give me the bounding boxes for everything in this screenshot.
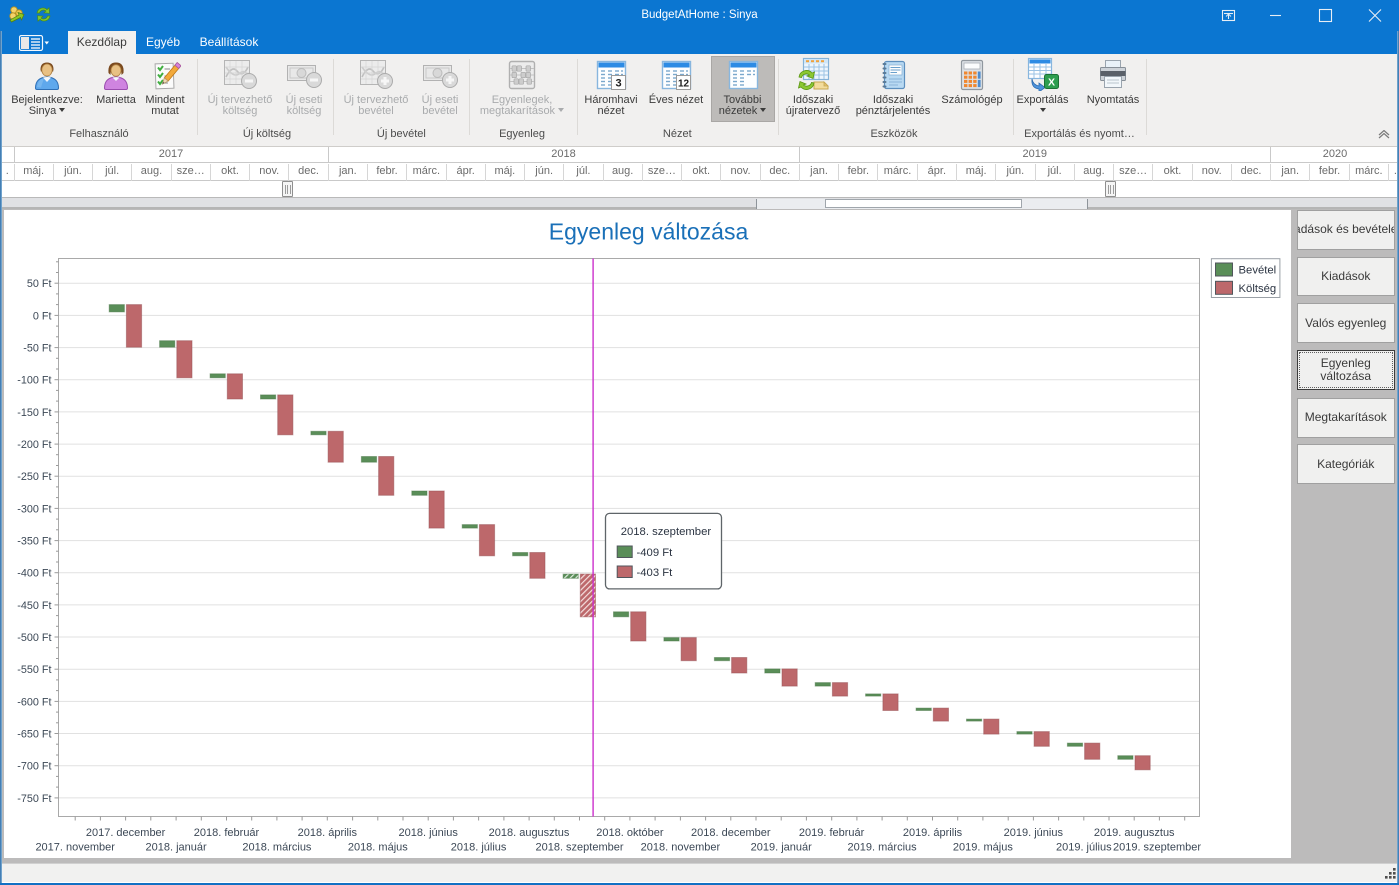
svg-text:2018. május: 2018. május — [348, 841, 408, 853]
svg-text:2019. július: 2019. július — [1056, 841, 1112, 853]
svg-text:2019. augusztus: 2019. augusztus — [1094, 827, 1175, 839]
svg-text:50 Ft: 50 Ft — [27, 278, 52, 290]
svg-text:2018. szeptember: 2018. szeptember — [621, 525, 712, 537]
svg-text:-300 Ft: -300 Ft — [17, 503, 51, 515]
svg-text:-409 Ft: -409 Ft — [637, 547, 674, 559]
svg-text:0 Ft: 0 Ft — [33, 310, 52, 322]
svg-text:X: X — [1047, 77, 1054, 89]
svg-text:-350 Ft: -350 Ft — [17, 535, 51, 547]
svg-text:-450 Ft: -450 Ft — [17, 599, 51, 611]
svg-text:2019. május: 2019. május — [953, 841, 1013, 853]
svg-text:2018. november: 2018. november — [641, 841, 721, 853]
svg-text:-150 Ft: -150 Ft — [17, 406, 51, 418]
svg-text:2018. február: 2018. február — [194, 827, 260, 839]
svg-text:2019. szeptember: 2019. szeptember — [1113, 841, 1201, 853]
svg-text:3: 3 — [615, 78, 621, 90]
svg-text:2018. július: 2018. július — [451, 841, 507, 853]
svg-text:-600 Ft: -600 Ft — [17, 696, 51, 708]
svg-text:-250 Ft: -250 Ft — [17, 471, 51, 483]
svg-text:2018. szeptember: 2018. szeptember — [535, 841, 623, 853]
svg-text:-650 Ft: -650 Ft — [17, 728, 51, 740]
svg-text:Egyenleg változása: Egyenleg változása — [549, 218, 749, 244]
svg-text:2018. január: 2018. január — [146, 841, 207, 853]
svg-text:2019. január: 2019. január — [751, 841, 812, 853]
svg-text:2018. október: 2018. október — [596, 827, 664, 839]
svg-text:2018. március: 2018. március — [242, 841, 312, 853]
svg-text:2017. november: 2017. november — [35, 841, 115, 853]
svg-text:2019. június: 2019. június — [1004, 827, 1064, 839]
svg-text:-550 Ft: -550 Ft — [17, 664, 51, 676]
svg-text:-500 Ft: -500 Ft — [17, 632, 51, 644]
svg-text:12: 12 — [678, 79, 690, 90]
svg-text:2018. június: 2018. június — [399, 827, 459, 839]
svg-text:Költség: Költség — [1239, 282, 1277, 294]
svg-text:-50 Ft: -50 Ft — [23, 342, 51, 354]
svg-text:2019. február: 2019. február — [799, 827, 865, 839]
svg-text:-100 Ft: -100 Ft — [17, 374, 51, 386]
svg-text:-403 Ft: -403 Ft — [637, 567, 674, 579]
svg-text:-700 Ft: -700 Ft — [17, 760, 51, 772]
svg-text:2018. december: 2018. december — [691, 827, 771, 839]
svg-text:2017. december: 2017. december — [86, 827, 166, 839]
svg-text:2018. augusztus: 2018. augusztus — [489, 827, 570, 839]
svg-text:2019. április: 2019. április — [903, 827, 963, 839]
svg-text:2019. március: 2019. március — [848, 841, 918, 853]
svg-text:-400 Ft: -400 Ft — [17, 567, 51, 579]
svg-text:-200 Ft: -200 Ft — [17, 439, 51, 451]
svg-text:-750 Ft: -750 Ft — [17, 792, 51, 804]
svg-text:Bevétel: Bevétel — [1239, 264, 1277, 276]
svg-text:2018. április: 2018. április — [298, 827, 358, 839]
